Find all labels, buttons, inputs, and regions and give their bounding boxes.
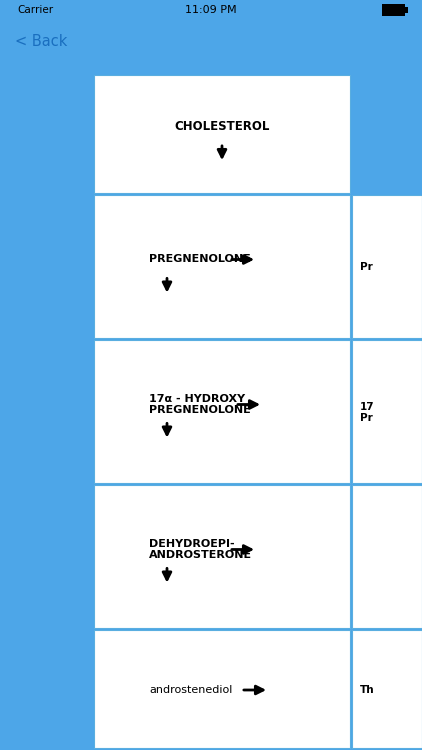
Bar — [94, 630, 350, 748]
Text: DEHYDROEPI-
ANDROSTERONE: DEHYDROEPI- ANDROSTERONE — [149, 538, 252, 560]
Text: CHOLESTEROL: CHOLESTEROL — [174, 121, 270, 134]
Bar — [382, 4, 405, 16]
Bar — [94, 340, 350, 483]
Text: androstenediol: androstenediol — [149, 685, 233, 695]
Bar — [405, 7, 408, 13]
Bar — [94, 485, 350, 628]
Text: < Back: < Back — [15, 34, 67, 50]
Bar — [352, 485, 422, 628]
Text: 17
Pr: 17 Pr — [360, 402, 375, 423]
Bar — [352, 340, 422, 483]
Text: Pr: Pr — [360, 262, 373, 272]
Text: 17α - HYDROXY
PREGNENOLONE: 17α - HYDROXY PREGNENOLONE — [149, 394, 251, 416]
Bar — [94, 195, 350, 338]
Text: 11:09 PM: 11:09 PM — [185, 5, 237, 15]
Text: Carrier: Carrier — [17, 5, 53, 15]
Text: Th: Th — [360, 685, 375, 695]
Text: PREGNENOLONE: PREGNENOLONE — [149, 254, 251, 265]
Bar — [94, 75, 350, 193]
Bar — [352, 195, 422, 338]
Bar — [352, 630, 422, 748]
